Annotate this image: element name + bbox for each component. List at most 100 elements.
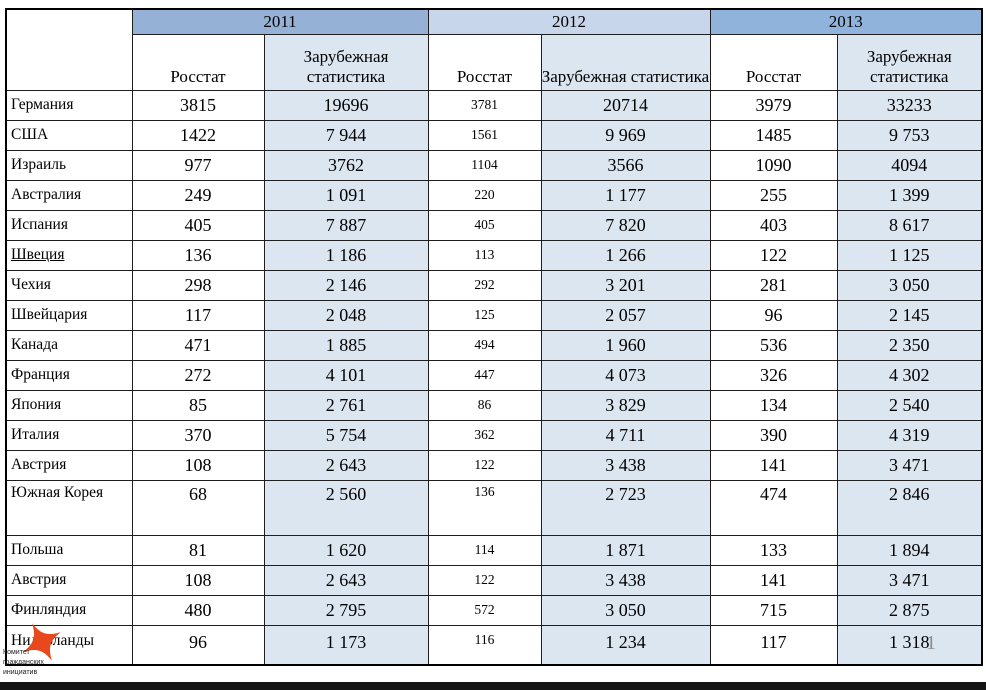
foreign-2013-cell: 2 875	[836, 594, 983, 626]
rosstat-2013-cell: 390	[709, 419, 838, 451]
foreign-2011-cell: 2 643	[263, 564, 429, 596]
foreign-2012-cell: 9 969	[540, 119, 711, 151]
country-cell: Швеция	[5, 239, 133, 271]
rosstat-2013-cell: 536	[709, 329, 838, 361]
rosstat-2013-cell: 3979	[709, 89, 838, 121]
rosstat-2012-cell: 86	[427, 389, 542, 421]
table-row: Австрия 108 2 643 122 3 438 141 3 471	[5, 449, 983, 481]
country-cell: Австрия	[5, 449, 133, 481]
rosstat-2012-cell: 1561	[427, 119, 542, 151]
rosstat-2011-cell: 471	[131, 329, 265, 361]
foreign-2011-cell: 2 048	[263, 299, 429, 331]
foreign-2011-cell: 7 887	[263, 209, 429, 241]
rosstat-2011-cell: 977	[131, 149, 265, 181]
foreign-2012-cell: 1 871	[540, 534, 711, 566]
rosstat-2013-cell: 474	[709, 479, 838, 536]
rosstat-2013-cell: 255	[709, 179, 838, 211]
foreign-2013-cell: 1 125	[836, 239, 983, 271]
subheader-rosstat-2011: Росстат	[131, 33, 265, 91]
foreign-2012-cell: 3 201	[540, 269, 711, 301]
rosstat-2011-cell: 96	[131, 624, 265, 666]
foreign-2013-cell: 4 319	[836, 419, 983, 451]
table-row: Австрия 108 2 643 122 3 438 141 3 471	[5, 564, 983, 596]
foreign-2012-cell: 4 073	[540, 359, 711, 391]
table-row: Швеция 136 1 186 113 1 266 122 1 125	[5, 239, 983, 271]
rosstat-2013-cell: 122	[709, 239, 838, 271]
foreign-2012-cell: 1 960	[540, 329, 711, 361]
foreign-2011-cell: 2 795	[263, 594, 429, 626]
foreign-2011-cell: 7 944	[263, 119, 429, 151]
table-row: США 1422 7 944 1561 9 969 1485 9 753	[5, 119, 983, 151]
foreign-2013-cell: 1 399	[836, 179, 983, 211]
foreign-2012-cell: 7 820	[540, 209, 711, 241]
foreign-2012-cell: 3566	[540, 149, 711, 181]
rosstat-2013-cell: 133	[709, 534, 838, 566]
rosstat-2012-cell: 405	[427, 209, 542, 241]
rosstat-2011-cell: 3815	[131, 89, 265, 121]
rosstat-2011-cell: 85	[131, 389, 265, 421]
foreign-2011-cell: 3762	[263, 149, 429, 181]
foreign-2011-cell: 4 101	[263, 359, 429, 391]
foreign-2013-cell: 4 302	[836, 359, 983, 391]
rosstat-2012-cell: 3781	[427, 89, 542, 121]
rosstat-2011-cell: 405	[131, 209, 265, 241]
foreign-2012-cell: 2 057	[540, 299, 711, 331]
rosstat-2012-cell: 572	[427, 594, 542, 626]
rosstat-2012-cell: 122	[427, 449, 542, 481]
country-cell: Франция	[5, 359, 133, 391]
committee-logo-star-icon	[23, 623, 61, 661]
rosstat-2012-cell: 220	[427, 179, 542, 211]
rosstat-2012-cell: 125	[427, 299, 542, 331]
page-number: 1	[926, 632, 936, 654]
foreign-2013-cell: 3 471	[836, 564, 983, 596]
bottom-bar	[0, 682, 986, 690]
foreign-2011-cell: 1 620	[263, 534, 429, 566]
country-cell: США	[5, 119, 133, 151]
foreign-2011-cell: 1 885	[263, 329, 429, 361]
rosstat-2012-cell: 113	[427, 239, 542, 271]
rosstat-2011-cell: 249	[131, 179, 265, 211]
rosstat-2012-cell: 292	[427, 269, 542, 301]
foreign-2011-cell: 1 091	[263, 179, 429, 211]
year-header-2011: 2011	[131, 8, 429, 35]
year-header-2012: 2012	[427, 8, 711, 35]
foreign-2012-cell: 1 266	[540, 239, 711, 271]
rosstat-2011-cell: 272	[131, 359, 265, 391]
table-row: Южная Корея 68 2 560 136 2 723 474 2 846	[5, 479, 983, 536]
foreign-2011-cell: 2 643	[263, 449, 429, 481]
foreign-2012-cell: 4 711	[540, 419, 711, 451]
rosstat-2011-cell: 136	[131, 239, 265, 271]
year-header-2013: 2013	[709, 8, 983, 35]
foreign-2013-cell: 2 350	[836, 329, 983, 361]
table-body: Германия 3815 19696 3781 20714 3979 33233 США 14…	[5, 89, 983, 666]
foreign-2012-cell: 1 234	[540, 624, 711, 666]
table-row: Канада 471 1 885 494 1 960 536 2 350	[5, 329, 983, 361]
rosstat-2013-cell: 281	[709, 269, 838, 301]
country-cell: Австрия	[5, 564, 133, 596]
foreign-2011-cell: 2 560	[263, 479, 429, 536]
subheader-foreign-2011: Зарубежная статистика	[263, 33, 429, 91]
foreign-2011-cell: 19696	[263, 89, 429, 121]
country-cell: Италия	[5, 419, 133, 451]
table-row: Япония 85 2 761 86 3 829 134 2 540	[5, 389, 983, 421]
rosstat-2013-cell: 1090	[709, 149, 838, 181]
rosstat-2013-cell: 403	[709, 209, 838, 241]
table-row: Финляндия 480 2 795 572 3 050 715 2 875	[5, 594, 983, 626]
rosstat-2011-cell: 81	[131, 534, 265, 566]
foreign-2011-cell: 2 146	[263, 269, 429, 301]
rosstat-2013-cell: 117	[709, 624, 838, 666]
rosstat-2012-cell: 447	[427, 359, 542, 391]
rosstat-2013-cell: 134	[709, 389, 838, 421]
foreign-2011-cell: 1 173	[263, 624, 429, 666]
country-cell: Швейцария	[5, 299, 133, 331]
rosstat-2012-cell: 362	[427, 419, 542, 451]
subheader-foreign-2012: Зарубежная статистика	[540, 33, 711, 91]
rosstat-2013-cell: 141	[709, 564, 838, 596]
rosstat-2011-cell: 68	[131, 479, 265, 536]
subheader-rosstat-2013: Росстат	[709, 33, 838, 91]
foreign-2011-cell: 1 186	[263, 239, 429, 271]
table-row: Австралия 249 1 091 220 1 177 255 1 399	[5, 179, 983, 211]
rosstat-2012-cell: 1104	[427, 149, 542, 181]
year-header-row: 2011 2012 2013	[5, 8, 983, 91]
